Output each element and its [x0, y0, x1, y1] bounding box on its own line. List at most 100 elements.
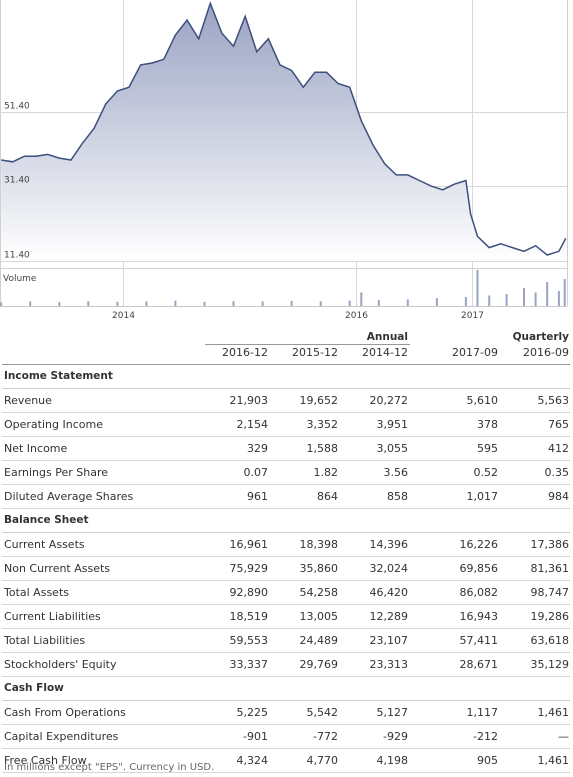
table-cell: 13,005 — [299, 610, 339, 623]
row-label: Capital Expenditures — [4, 730, 119, 743]
annual-group-header: Annual — [366, 331, 408, 343]
table-cell: 16,226 — [459, 538, 499, 551]
table-cell: 63,618 — [530, 634, 570, 647]
volume-bar — [145, 301, 148, 306]
volume-bar — [523, 288, 525, 306]
table-row: Current Assets 16,961 18,398 14,396 16,226 17… — [2, 533, 570, 557]
table-cell: 75,929 — [229, 562, 269, 575]
volume-bar — [58, 302, 61, 306]
table-cell: 32,024 — [369, 562, 409, 575]
column-header: 2016-12 — [222, 346, 268, 359]
volume-bar — [174, 300, 177, 306]
volume-bar — [546, 282, 549, 306]
row-label: Free Cash Flow — [4, 754, 87, 767]
volume-bar — [232, 301, 235, 306]
table-cell: 3,055 — [376, 442, 409, 455]
table-cell: 33,337 — [229, 658, 269, 671]
volume-bar — [290, 300, 293, 306]
table-cell: 4,198 — [376, 754, 409, 767]
x-tick-label: 2016 — [345, 311, 368, 321]
table-cell: 19,652 — [299, 394, 339, 407]
table-cell: -929 — [383, 730, 408, 743]
row-label: Revenue — [4, 394, 52, 407]
volume-bar — [377, 300, 380, 306]
row-label: Operating Income — [4, 418, 103, 431]
volume-bar — [476, 270, 479, 306]
table-cell: 5,127 — [376, 706, 409, 719]
section-title: Income Statement — [4, 370, 113, 382]
table-cell: 35,129 — [530, 658, 570, 671]
table-row: Cash From Operations 5,225 5,542 5,127 1,117… — [2, 701, 570, 725]
table-cell: -212 — [473, 730, 498, 743]
table-cell: 1,461 — [537, 754, 570, 767]
table-cell: -901 — [243, 730, 268, 743]
stock-chart: 51.40 31.40 11.40 Volume 2014 2016 2017 — [0, 0, 568, 321]
table-cell: 16,961 — [229, 538, 269, 551]
table-cell: 5,542 — [306, 706, 339, 719]
volume-bar — [29, 301, 32, 306]
table-cell: 69,856 — [459, 562, 499, 575]
table-cell: 23,313 — [369, 658, 409, 671]
table-cell: 28,671 — [459, 658, 499, 671]
volume-bar — [319, 301, 322, 306]
table-cell: 329 — [247, 442, 268, 455]
table-cell: 0.35 — [544, 466, 570, 479]
volume-bar — [261, 301, 264, 306]
row-label: Non Current Assets — [4, 562, 111, 575]
table-cell: 5,225 — [236, 706, 269, 719]
section-title: Balance Sheet — [4, 514, 89, 526]
table-row: Free Cash Flow 4,324 4,770 4,198 905 1,461 — [2, 749, 570, 773]
volume-bar — [464, 297, 467, 306]
volume-bar — [406, 299, 409, 306]
table-cell: 595 — [477, 442, 498, 455]
table-cell: 18,519 — [229, 610, 269, 623]
volume-bar — [360, 292, 363, 306]
x-tick-label: 2017 — [461, 311, 484, 321]
table-cell: 1,588 — [306, 442, 339, 455]
table-cell: 4,770 — [306, 754, 339, 767]
table-cell: 19,286 — [530, 610, 570, 623]
quarterly-group-header: Quarterly — [512, 331, 569, 343]
footnote: In millions except "EPS". Currency in US… — [4, 762, 215, 773]
section-header: Cash Flow — [2, 677, 570, 701]
volume-bar — [505, 294, 508, 306]
volume-bar — [557, 291, 560, 306]
x-tick-label: 2014 — [112, 311, 135, 321]
volume-bar — [488, 295, 491, 306]
row-label: Current Assets — [4, 538, 85, 551]
table-cell: 12,289 — [369, 610, 409, 623]
table-cell: 1,017 — [466, 490, 499, 503]
table-column-header-row: 2016-12 2015-12 2014-12 2017-09 2016-09 — [2, 344, 570, 365]
volume-bar — [534, 292, 537, 306]
row-label: Total Assets — [4, 586, 69, 599]
table-cell: 21,903 — [229, 394, 269, 407]
table-cell: 18,398 — [299, 538, 339, 551]
table-row: Total Assets 92,890 54,258 46,420 86,082 98,7… — [2, 581, 570, 605]
table-cell: 4,324 — [236, 754, 269, 767]
row-label: Diluted Average Shares — [4, 490, 134, 503]
table-cell: 20,272 — [369, 394, 409, 407]
volume-bar — [116, 301, 119, 306]
table-cell: 0.52 — [473, 466, 499, 479]
table-cell: 35,860 — [299, 562, 339, 575]
volume-bar — [0, 302, 3, 306]
table-cell: 5,563 — [537, 394, 570, 407]
table-cell: 29,769 — [299, 658, 339, 671]
table-cell: 0.07 — [243, 466, 269, 479]
column-header: 2017-09 — [452, 346, 498, 359]
table-cell: 3,352 — [306, 418, 339, 431]
table-cell: 3.56 — [383, 466, 409, 479]
volume-bars — [0, 270, 566, 306]
price-area-fill — [1, 3, 566, 262]
y-tick-label: 11.40 — [4, 251, 30, 261]
table-row: Diluted Average Shares 961 864 858 1,017 984 — [2, 485, 570, 509]
table-cell: 81,361 — [530, 562, 570, 575]
table-row: Total Liabilities 59,553 24,489 23,107 57,41… — [2, 629, 570, 653]
table-group-header-row: Annual Quarterly — [2, 328, 570, 345]
table-row: Stockholders' Equity 33,337 29,769 23,313 28… — [2, 653, 570, 677]
volume-bar — [563, 279, 566, 306]
table-cell: 98,747 — [530, 586, 570, 599]
table-row: Current Liabilities 18,519 13,005 12,289 16,… — [2, 605, 570, 629]
table-cell: 1,117 — [466, 706, 499, 719]
table-cell: — — [558, 730, 569, 743]
